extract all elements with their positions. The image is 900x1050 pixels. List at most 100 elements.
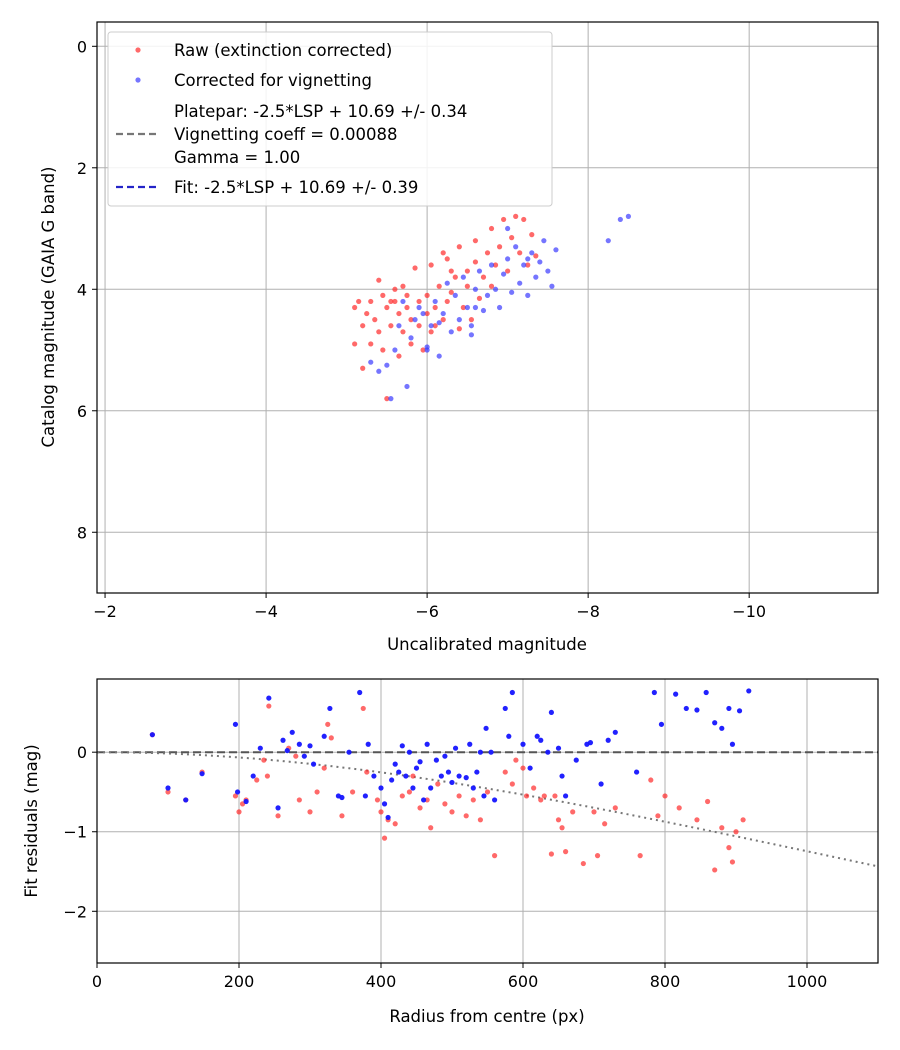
raw-residual-point (275, 813, 281, 819)
raw-point (368, 341, 374, 347)
corrected-residual-point (381, 801, 388, 807)
raw-point (456, 326, 462, 332)
residuals-x-axis-label: Radius from centre (px) (389, 1007, 584, 1026)
raw-point (456, 244, 462, 250)
corrected-residual-point (502, 705, 508, 712)
calibration-y-tick-label: 8 (77, 523, 87, 542)
legend: Raw (extinction corrected) Corrected for… (107, 31, 553, 207)
corrected-residual-point (559, 773, 565, 779)
corrected-point (456, 317, 462, 323)
corrected-residual-point (587, 740, 594, 746)
corrected-residual-point (634, 769, 640, 775)
raw-point (376, 329, 382, 335)
corrected-residual-point (183, 797, 189, 803)
raw-residual-point (456, 793, 462, 799)
residuals-x-tick-label: 800 (650, 972, 681, 991)
raw-point (364, 310, 370, 317)
corrected-point (416, 304, 422, 311)
legend-platepar-line2: Vignetting coeff = 0.00088 (174, 125, 398, 144)
raw-residual-point (410, 773, 416, 779)
raw-residual-point (541, 793, 547, 799)
corrected-residual-point (694, 707, 700, 713)
raw-residual-point (325, 721, 331, 727)
corrected-point (505, 256, 511, 262)
calibration-x-tick-label: −8 (576, 602, 600, 621)
raw-point (517, 250, 523, 256)
corrected-residual-point (243, 798, 249, 805)
raw-point (404, 304, 410, 311)
residuals-points (149, 688, 752, 873)
corrected-residual-point (284, 747, 290, 754)
raw-residual-point (594, 853, 601, 859)
corrected-point (424, 347, 430, 353)
residuals-plot: 0 200 400 600 800 1000 −2 −1 0 Radius from centr… (22, 678, 879, 1026)
corrected-point (440, 310, 446, 317)
corrected-point (464, 304, 470, 311)
corrected-residual-point (605, 737, 611, 743)
raw-residual-point (381, 835, 388, 841)
corrected-residual-point (433, 757, 439, 763)
raw-residual-point (392, 821, 398, 827)
corrected-point (480, 307, 487, 314)
residuals-y-tick-label: −1 (63, 823, 87, 842)
corrected-residual-point (729, 741, 736, 747)
corrected-residual-point (612, 729, 618, 735)
corrected-residual-point (481, 793, 487, 799)
raw-point (352, 304, 358, 311)
corrected-point (496, 304, 503, 311)
residuals-x-tick-label: 200 (224, 972, 255, 991)
corrected-residual-point (301, 753, 307, 759)
raw-residual-point (563, 849, 569, 855)
residuals-reference-lines (97, 751, 879, 868)
corrected-point (396, 323, 402, 329)
raw-residual-point (538, 797, 544, 803)
corrected-point (537, 259, 543, 265)
raw-point (360, 323, 366, 329)
raw-point (460, 304, 466, 311)
raw-point (384, 304, 390, 311)
corrected-residual-point (232, 721, 239, 727)
raw-residual-point (740, 817, 746, 823)
raw-point (488, 283, 495, 289)
corrected-point (388, 396, 394, 402)
corrected-point (412, 317, 418, 323)
residuals-axes-frame (96, 678, 879, 964)
raw-residual-point (726, 845, 732, 851)
corrected-point (617, 216, 623, 223)
raw-point (488, 225, 495, 232)
legend-platepar-line3: Gamma = 1.00 (174, 148, 300, 167)
calibration-ticks: −2 −4 −6 −8 −10 0 2 4 6 8 (77, 37, 766, 621)
legend-raw-label: Raw (extinction corrected) (174, 41, 392, 60)
corrected-residual-point (492, 797, 498, 803)
corrected-residual-point (392, 761, 398, 767)
raw-residual-point (555, 817, 562, 823)
corrected-residual-point (389, 777, 395, 783)
raw-point (392, 286, 398, 292)
corrected-point (420, 310, 426, 317)
raw-point (360, 365, 366, 371)
raw-residual-point (463, 813, 469, 819)
residuals-y-tick-label: 0 (77, 743, 87, 762)
raw-point (525, 262, 531, 268)
raw-residual-point (254, 777, 260, 783)
raw-point (529, 232, 535, 238)
raw-residual-point (364, 769, 370, 775)
corrected-point (384, 362, 390, 368)
raw-point (380, 292, 386, 298)
raw-residual-point (484, 789, 491, 795)
raw-point (428, 262, 434, 268)
corrected-point (468, 332, 474, 338)
corrected-residual-point (538, 737, 544, 743)
calibration-x-tick-label: −6 (415, 602, 439, 621)
raw-point (509, 235, 515, 241)
residuals-x-tick-label: 0 (92, 972, 102, 991)
calibration-axes-frame (96, 21, 879, 594)
raw-point (408, 341, 414, 347)
corrected-residual-point (289, 729, 295, 735)
corrected-point (392, 347, 398, 353)
corrected-residual-point (736, 708, 743, 714)
raw-point (424, 292, 430, 298)
corrected-residual-point (413, 765, 420, 771)
raw-point (472, 238, 479, 244)
raw-point (444, 298, 450, 305)
